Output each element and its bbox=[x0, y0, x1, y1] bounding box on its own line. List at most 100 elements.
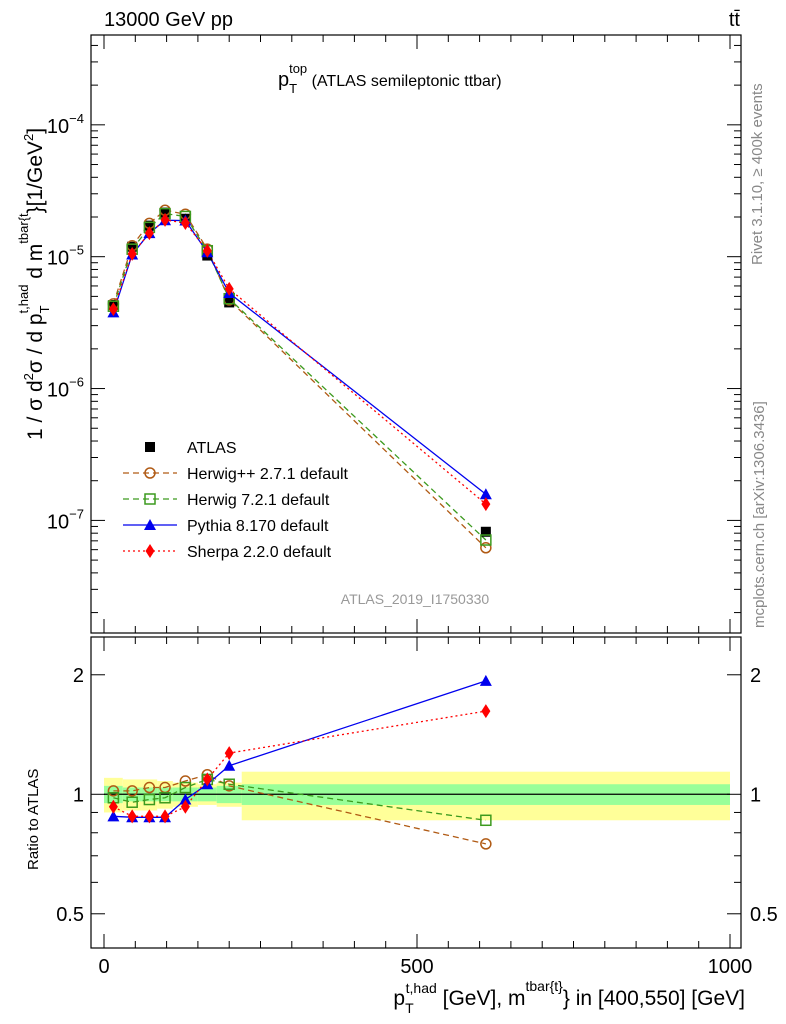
y-tick-label: 2 bbox=[73, 665, 84, 687]
data-point-sherpa bbox=[144, 226, 154, 241]
data-point-sherpa bbox=[108, 302, 118, 317]
xlabel-part: tbar{t} bbox=[525, 978, 563, 994]
legend-label-pythia: Pythia 8.170 default bbox=[187, 518, 329, 535]
x-tick-label: 500 bbox=[400, 956, 433, 978]
plot-title-sub: T bbox=[289, 81, 297, 96]
xlabel-part: t,had bbox=[406, 980, 437, 996]
y-tick-base: 10 bbox=[47, 116, 69, 138]
ylabel-part: σ / d p bbox=[24, 313, 47, 373]
ratio-point-pythia bbox=[223, 759, 236, 771]
data-point-atlas bbox=[127, 241, 138, 252]
data-point-sherpa bbox=[180, 216, 190, 231]
ratio-point-pythia bbox=[179, 793, 192, 805]
ratio-point-herwig7 bbox=[126, 796, 138, 808]
y-tick-exp: −7 bbox=[69, 506, 84, 521]
legend-marker-sherpa bbox=[145, 544, 155, 558]
legend-label-sherpa: Sherpa 2.2.0 default bbox=[187, 544, 332, 561]
ratio-point-sherpa bbox=[481, 704, 491, 719]
y-tick-label-right: 0.5 bbox=[750, 904, 778, 926]
y-tick-exp: −5 bbox=[69, 243, 84, 258]
y-tick-label: 10−6 bbox=[47, 375, 84, 402]
x-tick-label: 0 bbox=[98, 956, 109, 978]
ratio-panel: 0.5 0.5 1 1 2 2 0 500 1000 bbox=[56, 636, 778, 978]
ratio-point-sherpa bbox=[160, 809, 170, 824]
data-point-pythia bbox=[479, 488, 492, 500]
ratio-line-herwig7 bbox=[113, 778, 486, 821]
data-point-sherpa bbox=[160, 212, 170, 227]
ylabel-part: tbar{t bbox=[16, 213, 31, 244]
xlabel-part: } in [400,550] [GeV] bbox=[563, 987, 745, 1010]
ratio-point-sherpa bbox=[108, 799, 118, 814]
ylabel-part: d m bbox=[24, 244, 47, 285]
y-tick-label-right: 1 bbox=[750, 784, 761, 806]
y-tick-label: 10−7 bbox=[47, 506, 84, 533]
ratio-point-pythia bbox=[479, 674, 492, 686]
y-tick-exp: −4 bbox=[69, 111, 84, 126]
series-line-pythia bbox=[112, 219, 487, 495]
ratio-point-herwig7 bbox=[159, 792, 171, 804]
header-left: 13000 GeV pp bbox=[104, 9, 233, 31]
xlabel-part: T bbox=[405, 1000, 414, 1016]
data-point-herwigpp bbox=[480, 542, 492, 554]
mcplots-label: mcplots.cern.ch [arXiv:1306.3436] bbox=[751, 401, 768, 628]
ratio-ylabel: Ratio to ATLAS bbox=[25, 769, 42, 870]
ratio-point-herwigpp bbox=[179, 775, 192, 787]
ratio-point-sherpa bbox=[180, 799, 190, 814]
ratio-point-herwig7 bbox=[179, 781, 192, 794]
ratio-point-sherpa bbox=[202, 772, 212, 787]
main-ylabel: 1 / σ d2σ / d pTt,had d mtbar{t}[1/GeV2] bbox=[16, 128, 52, 440]
y-tick-exp: −6 bbox=[69, 375, 84, 390]
y-tick-label: 0.5 bbox=[56, 904, 84, 926]
ratio-point-sherpa bbox=[144, 809, 154, 824]
ylabel-part: 2 bbox=[21, 134, 36, 141]
legend-marker-herwigpp bbox=[144, 467, 156, 479]
data-point-herwig7 bbox=[480, 534, 492, 546]
ratio-point-herwigpp bbox=[480, 838, 492, 850]
y-tick-label: 1 bbox=[73, 784, 84, 806]
ratio-point-sherpa bbox=[224, 746, 234, 761]
y-tick-label: 10−4 bbox=[47, 111, 84, 138]
watermark: ATLAS_2019_I1750330 bbox=[341, 591, 490, 607]
x-axis-label: pTt,had [GeV], mtbar{t}} in [400,550] [G… bbox=[393, 978, 745, 1016]
plot-title: pTtop (ATLAS semileptonic ttbar) bbox=[278, 61, 502, 96]
plot-title-sup: top bbox=[289, 61, 307, 76]
rivet-label: Rivet 3.1.10, ≥ 400k events bbox=[749, 83, 766, 265]
legend-label-herwigpp: Herwig++ 2.7.1 default bbox=[187, 466, 349, 483]
legend-marker-pythia bbox=[144, 519, 156, 530]
legend-label-herwig7: Herwig 7.2.1 default bbox=[187, 492, 330, 509]
xlabel-part: p bbox=[393, 987, 405, 1010]
legend-label-atlas: ATLAS bbox=[187, 440, 237, 457]
ratio-point-herwigpp bbox=[107, 785, 120, 797]
main-frame bbox=[90, 34, 742, 634]
ylabel-part: }[1/GeV bbox=[24, 141, 47, 213]
xlabel-part: [GeV], m bbox=[437, 987, 526, 1010]
data-point-sherpa bbox=[481, 497, 491, 512]
ylabel-part: ] bbox=[24, 128, 47, 134]
ylabel-part: t,had bbox=[16, 285, 31, 314]
ratio-line-sherpa bbox=[113, 710, 486, 817]
legend-marker-herwig7 bbox=[144, 493, 156, 505]
y-tick-base: 10 bbox=[47, 511, 69, 533]
main-panel: 10−710−610−510−4 bbox=[47, 34, 742, 634]
data-point-atlas bbox=[224, 297, 235, 308]
ratio-point-pythia bbox=[107, 810, 120, 822]
ylabel-part: T bbox=[37, 305, 52, 313]
y-tick-base: 10 bbox=[47, 380, 69, 402]
data-point-sherpa bbox=[127, 246, 137, 261]
ratio-point-herwigpp bbox=[143, 781, 156, 794]
ratio-frame bbox=[90, 636, 742, 949]
ylabel-part: 2 bbox=[21, 373, 36, 380]
legend: ATLAS Herwig++ 2.7.1 default Herwig 7.2.1 … bbox=[123, 440, 349, 561]
ylabel-part: 1 / σ d bbox=[24, 380, 47, 440]
ratio-point-herwig7 bbox=[480, 814, 492, 827]
data-point-atlas bbox=[144, 220, 155, 231]
plot-title-main: p bbox=[278, 69, 289, 91]
y-tick-label-right: 2 bbox=[750, 665, 761, 687]
series-line-sherpa bbox=[112, 219, 487, 505]
header-right: tt̄ bbox=[729, 9, 741, 31]
ratio-point-herwig7 bbox=[223, 778, 235, 790]
data-point-atlas bbox=[160, 207, 171, 218]
data-point-sherpa bbox=[202, 243, 212, 258]
ratio-point-herwigpp bbox=[126, 785, 138, 797]
